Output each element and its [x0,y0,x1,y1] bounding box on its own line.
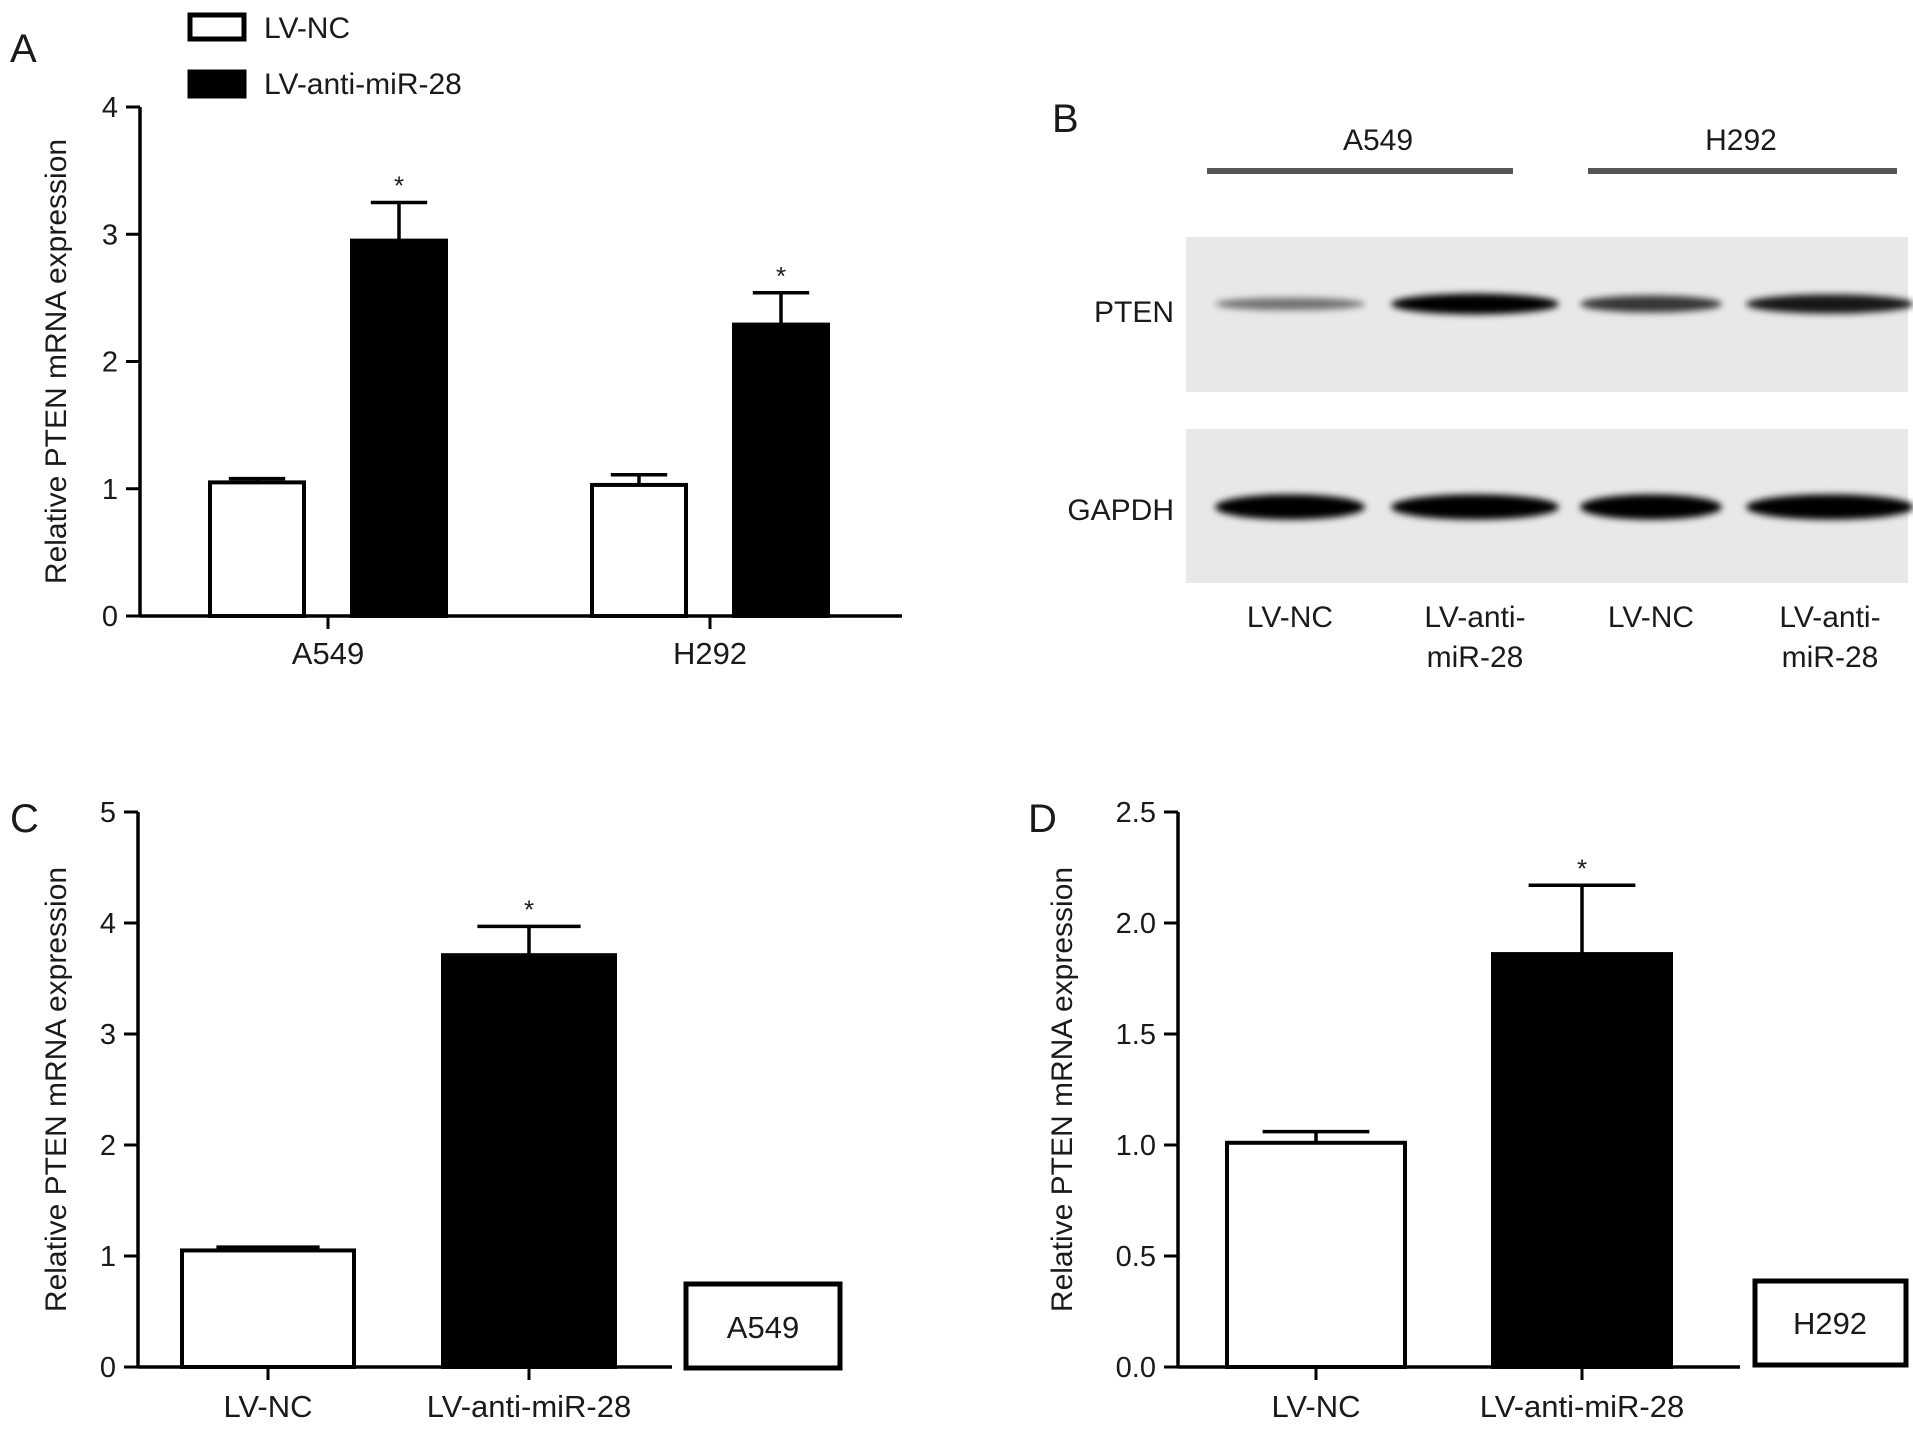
chart-d-x-tick-label-0: LV-NC [1271,1389,1360,1424]
annotation-label-c: A549 [727,1310,799,1345]
chart-c-y-tick-label-4: 4 [100,908,116,940]
chart-d-y-tick-label-2: 1.0 [1116,1130,1156,1162]
chart-d-bar-1 [1491,952,1673,1370]
chart-c-bar-1 [441,953,617,1369]
chart-a-y-tick-label-4: 4 [102,92,118,124]
lane-label-4-line1: LV-anti- [1779,601,1880,634]
panel-letter-d: D [1028,797,1057,841]
band-pten-4 [1746,294,1913,314]
lane-label-3: LV-NC [1608,601,1694,634]
annotation-label-d: H292 [1793,1306,1867,1341]
lane-label-4-line2: miR-28 [1782,641,1879,674]
chart-d-y-axis-title: Relative PTEN mRNA expression [1046,867,1079,1312]
panel-letter-b: B [1052,97,1079,141]
chart-d-significance-1: * [1577,853,1587,883]
chart-c-significance-1: * [524,894,534,924]
chart-a-y-axis-title: Relative PTEN mRNA expression [40,139,73,584]
annotation-frame-d [1752,1278,1909,1368]
chart-a-x-tick-label-0: A549 [292,636,364,671]
band-pten-1 [1215,297,1365,311]
chart-a-significance-1: * [776,261,786,291]
chart-a-bar-1-1 [732,322,830,618]
chart-c-y-tick-label-5: 5 [100,797,116,829]
band-pten-2 [1391,293,1559,315]
chart-c-y-tick-label-2: 2 [100,1130,116,1162]
band-pten-3 [1580,295,1722,313]
panel-letter-a: A [10,27,37,71]
chart-a-y-tick-label-0: 0 [102,601,118,633]
annotation-box-c: A549 [683,1281,843,1371]
chart-d-y-tick-label-4: 2.0 [1116,908,1156,940]
band-gapdh-2 [1391,494,1559,520]
group-label-a549: A549 [1343,124,1413,157]
chart-c-x-tick-label-1: LV-anti-miR-28 [427,1389,631,1424]
chart-c-y-axis-title: Relative PTEN mRNA expression [40,867,73,1312]
chart-d: 0.0 0.5 1.0 1.5 2.0 2.5 Relative PTEN mRNA exp… [1046,797,1740,1424]
chart-d-y-tick-label-3: 1.5 [1116,1019,1156,1051]
annotation-frame-c [683,1281,843,1371]
bands-gapdh [1215,494,1913,520]
chart-d-y-tick-label-1: 0.5 [1116,1241,1156,1273]
chart-a-bar-1-0 [590,482,688,618]
chart-a-bar-0-1 [350,238,448,619]
band-gapdh-1 [1215,494,1365,520]
lane-label-4: LV-anti-miR-28 [1779,601,1880,674]
chart-a-x-tick-label-1: H292 [673,636,747,671]
chart-a-y-tick-label-3: 3 [102,219,118,251]
annotation-box-d: H292 [1752,1278,1909,1368]
lane-labels: LV-NC LV-anti-miR-28 LV-NC LV-anti-miR-2… [1247,601,1881,674]
chart-c-bar-0 [180,1248,356,1369]
chart-d-y-tick-label-5: 2.5 [1116,797,1156,829]
group-label-h292: H292 [1705,124,1777,157]
band-gapdh-3 [1580,494,1722,520]
chart-c-y-tick-label-3: 3 [100,1019,116,1051]
chart-a-bar-0-0 [208,480,306,619]
chart-c-y-tick-label-1: 1 [100,1241,116,1273]
protein-label-pten: PTEN [1094,296,1174,329]
band-gapdh-4 [1746,494,1913,520]
lane-label-2-line1: LV-anti- [1424,601,1525,634]
chart-c: 0 1 2 3 4 5 Relative PTEN mRNA expression LV-NC… [40,797,672,1424]
bands-pten [1215,293,1913,315]
chart-d-x-tick-label-1: LV-anti-miR-28 [1480,1389,1684,1424]
chart-d-bar-0 [1225,1140,1407,1370]
protein-label-gapdh: GAPDH [1067,494,1174,527]
panel-letter-c: C [10,797,39,841]
chart-d-y-tick-label-0: 0.0 [1116,1352,1156,1384]
legend-label-lv-anti-mir-28: LV-anti-miR-28 [264,68,462,101]
chart-a-y-tick-label-2: 2 [102,347,118,379]
lane-label-1: LV-NC [1247,601,1333,634]
legend-swatch-lv-nc [187,12,247,42]
chart-a-significance-0: * [394,170,404,200]
lane-label-2: LV-anti-miR-28 [1424,601,1525,674]
lane-label-2-line2: miR-28 [1427,641,1524,674]
legend-swatch-lv-anti-mir-28 [187,69,247,99]
blot-strip-pten [1186,237,1908,392]
chart-a-y-tick-label-1: 1 [102,474,118,506]
chart-a: 0 1 2 3 4 Relative PTEN mRNA expression A549 * H… [40,92,902,671]
panel-a: LV-NC LV-anti-miR-28 0 1 2 3 4 Relative PTEN … [40,12,902,671]
chart-c-x-tick-label-0: LV-NC [223,1389,312,1424]
legend-label-lv-nc: LV-NC [264,12,350,45]
chart-c-y-tick-label-0: 0 [100,1352,116,1384]
panel-b-western-blot: A549 H292 PTEN GAPDH LV-NC LV-anti-miR-2… [1067,124,1913,674]
legend: LV-NC LV-anti-miR-28 [187,12,462,101]
